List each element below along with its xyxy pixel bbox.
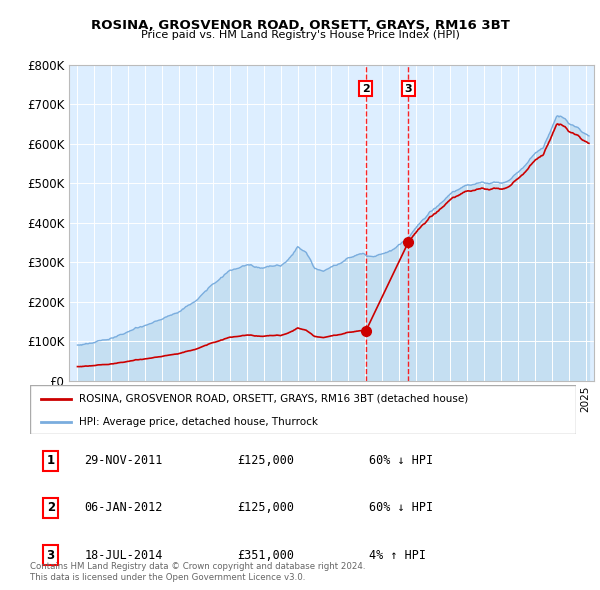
FancyBboxPatch shape (30, 385, 576, 434)
Text: 29-NOV-2011: 29-NOV-2011 (85, 454, 163, 467)
Text: 3: 3 (47, 549, 55, 562)
Text: 06-JAN-2012: 06-JAN-2012 (85, 502, 163, 514)
Text: 3: 3 (404, 84, 412, 94)
Text: 60% ↓ HPI: 60% ↓ HPI (368, 454, 433, 467)
Text: £125,000: £125,000 (238, 502, 295, 514)
Text: ROSINA, GROSVENOR ROAD, ORSETT, GRAYS, RM16 3BT (detached house): ROSINA, GROSVENOR ROAD, ORSETT, GRAYS, R… (79, 394, 469, 404)
Text: £125,000: £125,000 (238, 454, 295, 467)
Text: This data is licensed under the Open Government Licence v3.0.: This data is licensed under the Open Gov… (30, 573, 305, 582)
Text: 18-JUL-2014: 18-JUL-2014 (85, 549, 163, 562)
Text: 4% ↑ HPI: 4% ↑ HPI (368, 549, 425, 562)
Text: £351,000: £351,000 (238, 549, 295, 562)
Text: 2: 2 (47, 502, 55, 514)
Text: HPI: Average price, detached house, Thurrock: HPI: Average price, detached house, Thur… (79, 417, 318, 427)
Text: 1: 1 (47, 454, 55, 467)
Text: ROSINA, GROSVENOR ROAD, ORSETT, GRAYS, RM16 3BT: ROSINA, GROSVENOR ROAD, ORSETT, GRAYS, R… (91, 19, 509, 32)
Text: 2: 2 (362, 84, 370, 94)
Text: Contains HM Land Registry data © Crown copyright and database right 2024.: Contains HM Land Registry data © Crown c… (30, 562, 365, 571)
Text: 60% ↓ HPI: 60% ↓ HPI (368, 502, 433, 514)
Text: Price paid vs. HM Land Registry's House Price Index (HPI): Price paid vs. HM Land Registry's House … (140, 30, 460, 40)
